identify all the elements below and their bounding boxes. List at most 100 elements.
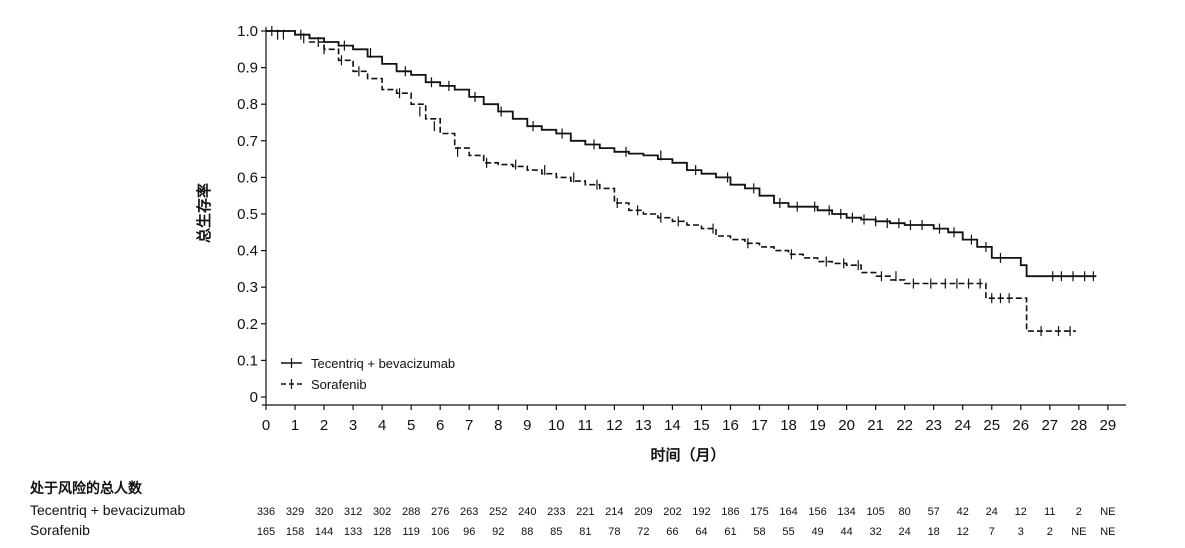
y-tick-label: 0 (250, 389, 258, 406)
risk-value-tecentriq: 336 (257, 506, 275, 518)
series-layer (266, 26, 1097, 337)
risk-value-sorafenib: 72 (637, 526, 649, 538)
risk-value-sorafenib: 133 (344, 526, 362, 538)
legend-label-tecentriq: Tecentriq + bevacizumab (311, 356, 455, 371)
risk-value-sorafenib: 128 (373, 526, 391, 538)
y-tick-label: 0.5 (237, 206, 258, 223)
x-tick-label: 16 (722, 417, 739, 434)
y-tick-label: 0.3 (237, 279, 258, 296)
risk-value-tecentriq: 288 (402, 506, 420, 518)
x-tick-label: 22 (896, 417, 913, 434)
series-line-sorafenib (266, 30, 1076, 332)
y-tick-label: 0.1 (237, 352, 258, 369)
x-tick-label: 21 (867, 417, 884, 434)
risk-table: 处于风险的总人数 Tecentriq + bevacizumab Sorafen… (29, 480, 1116, 538)
risk-value-sorafenib: 61 (724, 526, 736, 538)
x-tick-label: 4 (378, 417, 386, 434)
risk-value-tecentriq: 156 (808, 506, 826, 518)
y-tick-label: 0.8 (237, 96, 258, 113)
axes: 00.10.20.30.40.50.60.70.80.91.00 1 2 3 4 5 6 7 8… (237, 23, 1126, 434)
risk-row-name-tecentriq: Tecentriq + bevacizumab (30, 502, 185, 518)
risk-value-tecentriq: 2 (1076, 506, 1082, 518)
risk-value-tecentriq: 11 (1044, 506, 1055, 518)
y-tick-label: 0.4 (237, 243, 258, 260)
y-tick-label: 0.9 (237, 60, 258, 77)
x-tick-label: 15 (693, 417, 710, 434)
risk-value-sorafenib: 58 (753, 526, 765, 538)
risk-value-sorafenib: 32 (870, 526, 882, 538)
x-tick-label: 1 (291, 417, 299, 434)
legend-label-sorafenib: Sorafenib (311, 377, 367, 392)
x-tick-label: 28 (1070, 417, 1087, 434)
risk-value-sorafenib: 64 (695, 526, 707, 538)
x-tick-label: 19 (809, 417, 826, 434)
risk-value-tecentriq: 186 (721, 506, 739, 518)
risk-value-tecentriq: 252 (489, 506, 507, 518)
risk-value-tecentriq: 214 (605, 506, 623, 518)
risk-value-tecentriq: 12 (1015, 506, 1027, 518)
risk-value-tecentriq: 312 (344, 506, 362, 518)
y-axis-title: 总生存率 (195, 183, 213, 243)
risk-value-sorafenib: 85 (550, 526, 562, 538)
risk-value-tecentriq: 192 (692, 506, 710, 518)
risk-value-sorafenib: 2 (1047, 526, 1053, 538)
risk-table-title: 处于风险的总人数 (29, 480, 143, 496)
y-tick-label: 0.6 (237, 169, 258, 186)
risk-value-tecentriq: NE (1100, 506, 1115, 518)
risk-values: 336 329 320 312 302 288 276 263 252 240 233 221 214 2… (257, 506, 1116, 538)
risk-value-sorafenib: 24 (899, 526, 911, 538)
risk-value-sorafenib: 49 (811, 526, 823, 538)
x-tick-label: 3 (349, 417, 357, 434)
x-tick-label: 8 (494, 417, 502, 434)
risk-value-tecentriq: 164 (779, 506, 797, 518)
x-tick-label: 25 (983, 417, 1000, 434)
x-tick-label: 12 (606, 417, 623, 434)
risk-value-tecentriq: 134 (837, 506, 855, 518)
x-tick-label: 0 (262, 417, 270, 434)
x-axis-title: 时间（月） (650, 446, 725, 464)
risk-value-tecentriq: 42 (957, 506, 969, 518)
x-tick-label: 27 (1041, 417, 1058, 434)
x-tick-label: 18 (780, 417, 797, 434)
risk-value-tecentriq: 175 (750, 506, 768, 518)
x-tick-label: 9 (523, 417, 531, 434)
risk-value-sorafenib: 7 (989, 526, 995, 538)
x-tick-label: 6 (436, 417, 444, 434)
risk-value-tecentriq: 302 (373, 506, 391, 518)
risk-value-tecentriq: 276 (431, 506, 449, 518)
risk-value-sorafenib: 158 (286, 526, 304, 538)
series-line-tecentriq (266, 30, 1097, 278)
risk-value-tecentriq: 221 (576, 506, 594, 518)
risk-value-tecentriq: 233 (547, 506, 565, 518)
risk-row-name-sorafenib: Sorafenib (30, 522, 90, 538)
risk-value-sorafenib: 66 (666, 526, 678, 538)
risk-value-sorafenib: 92 (492, 526, 504, 538)
x-tick-label: 2 (320, 417, 328, 434)
risk-value-sorafenib: 165 (257, 526, 275, 538)
risk-value-tecentriq: 209 (634, 506, 652, 518)
risk-value-sorafenib: 81 (579, 526, 591, 538)
risk-value-tecentriq: 105 (866, 506, 884, 518)
y-tick-label: 0.7 (237, 133, 258, 150)
x-tick-label: 10 (548, 417, 565, 434)
x-tick-label: 14 (664, 417, 681, 434)
risk-value-sorafenib: 3 (1018, 526, 1024, 538)
risk-value-tecentriq: 24 (986, 506, 998, 518)
risk-value-sorafenib: 96 (463, 526, 475, 538)
y-tick-label: 1.0 (237, 23, 258, 40)
risk-value-tecentriq: 80 (899, 506, 911, 518)
x-tick-label: 20 (838, 417, 855, 434)
risk-value-tecentriq: 320 (315, 506, 333, 518)
risk-value-sorafenib: 18 (928, 526, 940, 538)
x-tick-label: 5 (407, 417, 415, 434)
risk-value-tecentriq: 240 (518, 506, 536, 518)
x-tick-label: 17 (751, 417, 768, 434)
risk-value-tecentriq: 329 (286, 506, 304, 518)
risk-value-tecentriq: 57 (928, 506, 940, 518)
legend: Tecentriq + bevacizumab Sorafenib (281, 356, 455, 392)
risk-value-sorafenib: 55 (782, 526, 794, 538)
x-tick-label: 24 (954, 417, 971, 434)
risk-value-tecentriq: 202 (663, 506, 681, 518)
risk-value-sorafenib: 78 (608, 526, 620, 538)
